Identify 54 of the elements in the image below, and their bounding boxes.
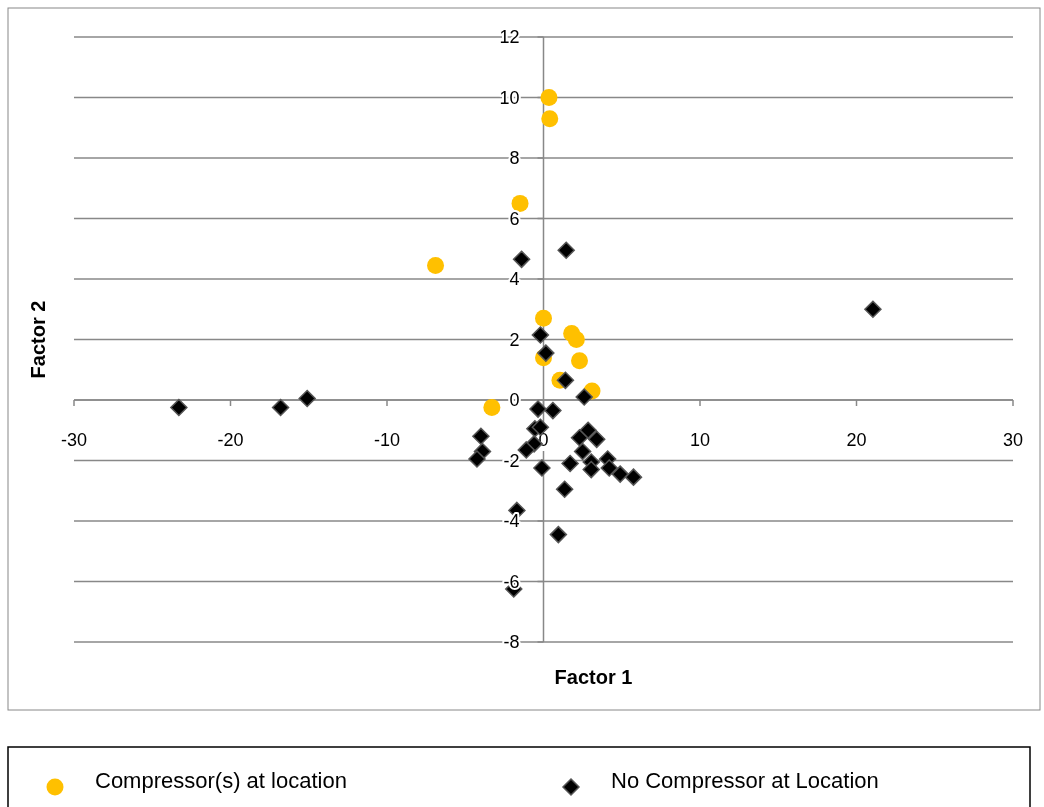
point	[556, 371, 575, 390]
x-axis-title: Factor 1	[554, 666, 633, 688]
point	[587, 430, 606, 449]
x-tick-label: 20	[846, 430, 867, 450]
point	[567, 331, 585, 348]
x-tick-label: -30	[60, 430, 88, 450]
y-tick-label: 6	[509, 208, 520, 229]
point	[535, 309, 552, 327]
y-tick-label: 10	[499, 87, 520, 108]
x-tick-label: -10	[373, 430, 401, 450]
y-axis-title: Factor 2	[27, 300, 49, 379]
point	[575, 388, 593, 406]
point	[483, 399, 501, 417]
point	[511, 194, 529, 212]
y-tick-label: 0	[509, 390, 520, 410]
y-tick-label: 12	[499, 27, 520, 47]
point	[540, 89, 558, 106]
point	[600, 459, 618, 477]
point	[541, 110, 559, 128]
point	[570, 429, 589, 447]
point	[531, 326, 550, 344]
point	[533, 459, 551, 477]
point	[611, 465, 629, 483]
y-tick-label: -4	[503, 511, 520, 531]
point	[573, 442, 592, 461]
point	[561, 454, 579, 473]
point	[544, 401, 562, 420]
point	[549, 525, 568, 544]
y-tick-label: 2	[509, 329, 520, 350]
x-tick-label: 30	[1002, 430, 1024, 450]
point	[555, 480, 574, 498]
point	[537, 344, 555, 362]
point	[427, 256, 445, 274]
y-tick-label: 8	[509, 148, 520, 168]
point	[512, 250, 531, 269]
point	[472, 427, 490, 446]
point	[517, 441, 536, 459]
point	[582, 460, 600, 479]
legend-label: Compressor(s) at location	[95, 768, 347, 793]
point	[271, 398, 290, 417]
x-tick-label: -20	[217, 430, 244, 450]
point	[624, 468, 643, 486]
point	[298, 389, 316, 408]
x-tick-label: 10	[689, 430, 711, 450]
point	[864, 300, 882, 318]
y-tick-label: 4	[509, 269, 520, 289]
legend-label: No Compressor at Location	[611, 768, 879, 793]
point	[170, 398, 188, 417]
point	[468, 450, 486, 468]
y-tick-label: -8	[503, 632, 520, 652]
point	[557, 241, 575, 260]
y-tick-label: -2	[503, 450, 520, 471]
point	[571, 352, 588, 370]
point	[529, 400, 547, 418]
